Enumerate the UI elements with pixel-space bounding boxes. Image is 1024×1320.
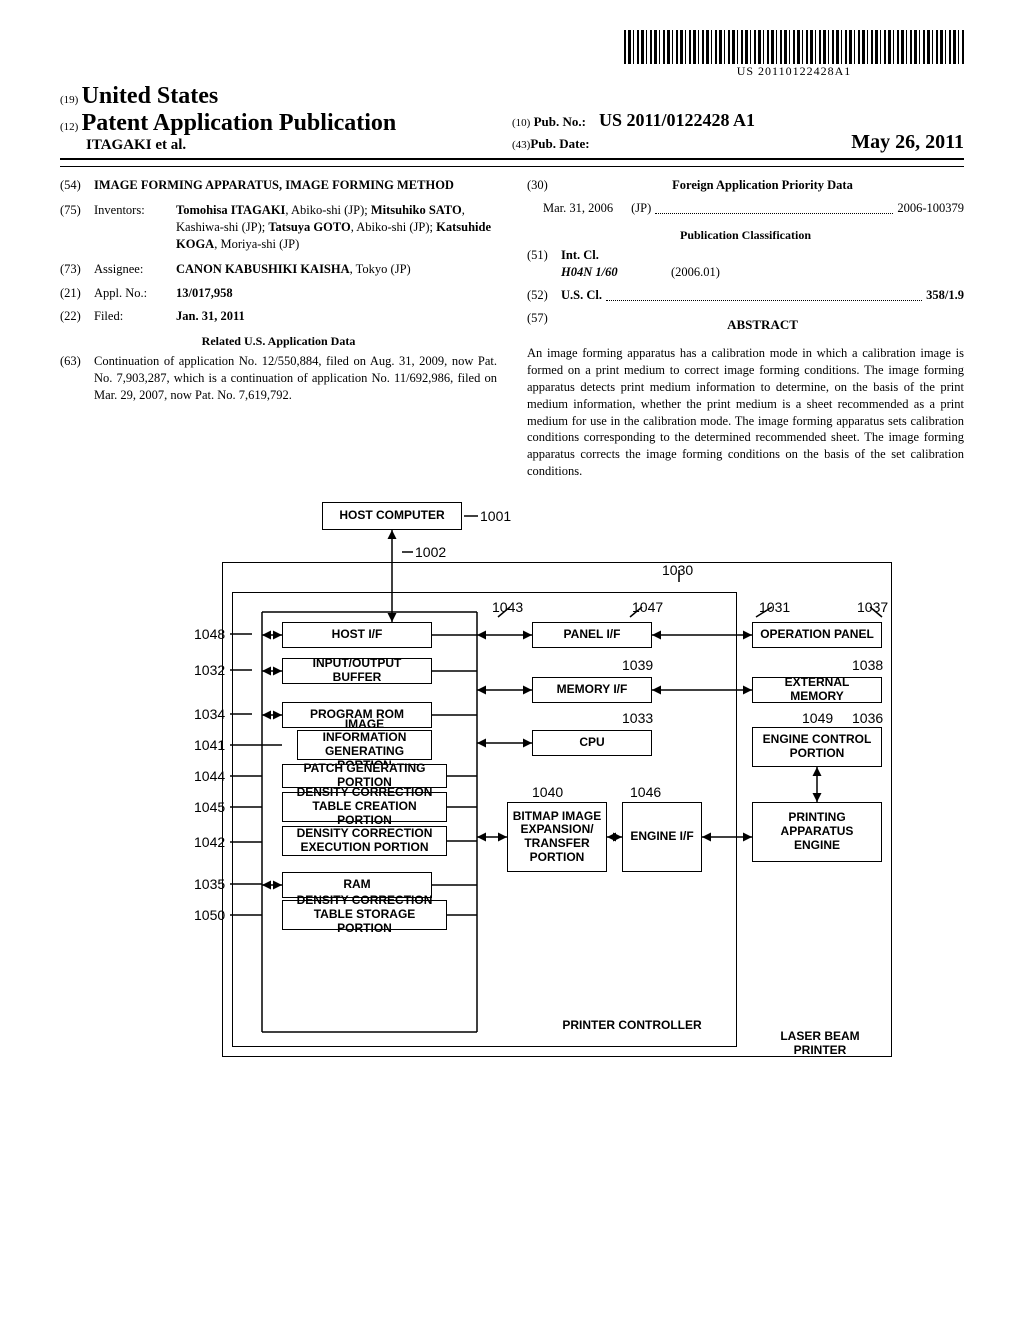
box-bitmap: BITMAP IMAGE EXPANSION/ TRANSFER PORTION	[507, 802, 607, 872]
ref-1030: 1030	[662, 562, 693, 578]
ref-1035: 1035	[194, 876, 225, 892]
field-10: (10)	[512, 117, 530, 129]
ref-1047: 1047	[632, 599, 663, 615]
box-host-if: HOST I/F	[282, 622, 432, 648]
intcl-date: (2006.01)	[671, 264, 720, 281]
box-io-buffer: INPUT/OUTPUT BUFFER	[282, 658, 432, 684]
ref-1049: 1049	[802, 710, 833, 726]
ref-1031: 1031	[759, 599, 790, 615]
barcode-stripes	[624, 30, 964, 64]
right-column: (30) Foreign Application Priority Data M…	[527, 177, 964, 480]
box-cpu: CPU	[532, 730, 652, 756]
field-75-num: (75)	[60, 202, 94, 253]
box-panel-if: PANEL I/F	[532, 622, 652, 648]
box-dct-storage: DENSITY CORRECTION TABLE STORAGE PORTION	[282, 900, 447, 930]
pub-no-value: US 2011/0122428 A1	[599, 110, 755, 130]
priority-number: 2006-100379	[897, 200, 964, 217]
field-52-num: (52)	[527, 287, 561, 304]
box-print-engine: PRINTING APPARATUS ENGINE	[752, 802, 882, 862]
pubclass-title: Publication Classification	[527, 227, 964, 243]
field-51-num: (51)	[527, 247, 561, 281]
left-column: (54) IMAGE FORMING APPARATUS, IMAGE FORM…	[60, 177, 497, 480]
ref-1040: 1040	[532, 784, 563, 800]
ref-1038: 1038	[852, 657, 883, 673]
box-laser-printer: LASER BEAM PRINTER	[750, 1034, 890, 1054]
abstract-text: An image forming apparatus has a calibra…	[527, 345, 964, 480]
barcode-text: US 20110122428A1	[624, 64, 964, 79]
intcl-code: H04N 1/60	[561, 264, 671, 281]
box-ext-memory: EXTERNAL MEMORY	[752, 677, 882, 703]
box-dct-exec: DENSITY CORRECTION EXECUTION PORTION	[282, 826, 447, 856]
country: United States	[82, 83, 219, 109]
publication-title: Patent Application Publication	[82, 110, 397, 136]
continuation-text: Continuation of application No. 12/550,8…	[94, 353, 497, 404]
box-engine-if: ENGINE I/F	[622, 802, 702, 872]
ref-1045: 1045	[194, 799, 225, 815]
ref-1044: 1044	[194, 768, 225, 784]
ref-1041: 1041	[194, 737, 225, 753]
applno-label: Appl. No.:	[94, 285, 176, 302]
field-57-num: (57)	[527, 310, 561, 340]
foreign-priority-title: Foreign Application Priority Data	[561, 177, 964, 194]
box-memory-if: MEMORY I/F	[532, 677, 652, 703]
box-printer-ctrl: PRINTER CONTROLLER	[532, 1014, 732, 1038]
related-title: Related U.S. Application Data	[60, 333, 497, 349]
dot-leader	[655, 203, 893, 214]
field-73-num: (73)	[60, 261, 94, 278]
filed-label: Filed:	[94, 308, 176, 325]
ref-1042: 1042	[194, 834, 225, 850]
figure: HOST COMPUTER HOST I/F INPUT/OUTPUT BUFFER…	[60, 502, 964, 1062]
priority-country: (JP)	[631, 200, 651, 217]
field-12: (12)	[60, 121, 78, 133]
ref-1032: 1032	[194, 662, 225, 678]
applno-value: 13/017,958	[176, 285, 497, 302]
rule-heavy	[60, 158, 964, 160]
inventors-value: Tomohisa ITAGAKI, Abiko-shi (JP); Mitsuh…	[176, 202, 497, 253]
field-54-num: (54)	[60, 177, 94, 194]
rule-thin	[60, 166, 964, 167]
ref-1039: 1039	[622, 657, 653, 673]
ref-1001: 1001	[480, 508, 511, 524]
box-dct-create: DENSITY CORRECTION TABLE CREATION PORTIO…	[282, 792, 447, 822]
barcode: US 20110122428A1	[624, 30, 964, 79]
pub-date-value: May 26, 2011	[851, 131, 964, 154]
field-30-num: (30)	[527, 177, 561, 194]
field-19: (19)	[60, 94, 78, 106]
ref-1037: 1037	[857, 599, 888, 615]
block-diagram: HOST COMPUTER HOST I/F INPUT/OUTPUT BUFFER…	[132, 502, 892, 1062]
ref-1036: 1036	[852, 710, 883, 726]
field-22-num: (22)	[60, 308, 94, 325]
pub-date-label: Pub. Date:	[530, 136, 589, 152]
filed-value: Jan. 31, 2011	[176, 308, 497, 325]
intcl-label: Int. Cl.	[561, 247, 964, 264]
ref-1043: 1043	[492, 599, 523, 615]
field-63-num: (63)	[60, 353, 94, 404]
box-op-panel: OPERATION PANEL	[752, 622, 882, 648]
author-line: ITAGAKI et al.	[60, 137, 512, 154]
ref-1033: 1033	[622, 710, 653, 726]
uscl-label: U.S. Cl.	[561, 287, 602, 304]
assignee-label: Assignee:	[94, 261, 176, 278]
biblio-columns: (54) IMAGE FORMING APPARATUS, IMAGE FORM…	[60, 177, 964, 480]
box-img-info: IMAGE INFORMATION GENERATING PORTION	[297, 730, 432, 760]
priority-date: Mar. 31, 2006	[543, 200, 613, 217]
assignee-value: CANON KABUSHIKI KAISHA, Tokyo (JP)	[176, 261, 497, 278]
pub-no-label: Pub. No.:	[534, 114, 586, 129]
inventors-label: Inventors:	[94, 202, 176, 253]
barcode-region: US 20110122428A1	[60, 30, 964, 79]
ref-1046: 1046	[630, 784, 661, 800]
box-host-computer: HOST COMPUTER	[322, 502, 462, 530]
header: (19) United States (12) Patent Applicati…	[60, 83, 964, 154]
dot-leader	[606, 290, 922, 301]
ref-1050: 1050	[194, 907, 225, 923]
field-43: (43)	[512, 139, 530, 151]
uscl-value: 358/1.9	[926, 287, 964, 304]
abstract-title: ABSTRACT	[561, 316, 964, 334]
box-engine-ctrl: ENGINE CONTROL PORTION	[752, 727, 882, 767]
invention-title: IMAGE FORMING APPARATUS, IMAGE FORMING M…	[94, 177, 497, 194]
ref-1002: 1002	[415, 544, 446, 560]
ref-1048: 1048	[194, 626, 225, 642]
ref-1034: 1034	[194, 706, 225, 722]
field-21-num: (21)	[60, 285, 94, 302]
